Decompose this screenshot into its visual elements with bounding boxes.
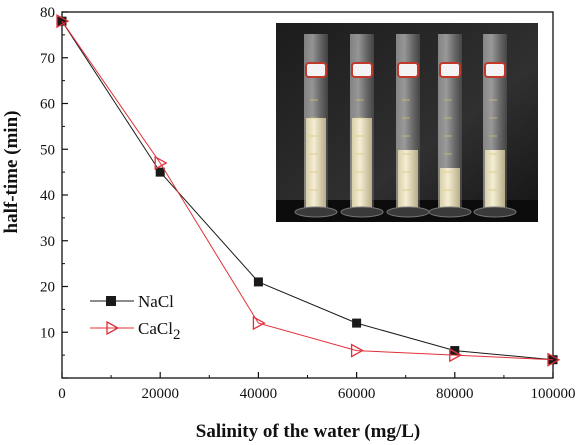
data-point-cacl2: [350, 343, 364, 358]
legend-marker-cacl2: [106, 320, 120, 336]
cylinder-base: [428, 206, 472, 218]
x-tick-label: 20000: [141, 386, 179, 402]
cylinder-label-tag: [351, 62, 373, 78]
x-tick-label: 100000: [531, 386, 576, 402]
cylinder-label-tag: [439, 62, 461, 78]
y-tick-label: 20: [40, 280, 55, 296]
series-line-nacl: [61, 20, 554, 361]
legend: NaCl CaCl2: [90, 292, 180, 343]
data-point-nacl: [352, 318, 362, 328]
series-line-cacl2: [61, 20, 554, 361]
cylinder-foam: [440, 168, 460, 210]
y-tick-label: 80: [40, 5, 55, 21]
cylinder-label-tag: [484, 62, 506, 78]
cylinder-label-tag: [397, 62, 419, 78]
cylinder-base: [340, 206, 384, 218]
cylinder-foam: [306, 118, 326, 210]
cylinder-label-tag: [305, 62, 327, 78]
inset-cylinder: [294, 34, 338, 218]
y-tick-label: 30: [40, 234, 55, 250]
inset-photo: [276, 23, 538, 222]
cylinder-base: [473, 206, 517, 218]
data-point-cacl2: [547, 352, 561, 367]
y-tick-label: 50: [40, 142, 55, 158]
cylinder-base: [386, 206, 430, 218]
inset-cylinder: [428, 34, 472, 218]
y-tick-label: 60: [40, 97, 55, 113]
x-tick-label: 60000: [338, 386, 376, 402]
data-point-nacl: [57, 16, 67, 26]
y-tick-label: 40: [40, 188, 55, 204]
legend-label-cacl2-base: CaCl: [138, 319, 173, 338]
cylinder-foam: [485, 150, 505, 210]
x-axis-title: Salinity of the water (mg/L): [196, 421, 420, 442]
inset-cylinder: [386, 34, 430, 218]
inset-cylinder: [340, 34, 384, 218]
legend-label-nacl: NaCl: [138, 292, 174, 311]
y-axis-title: half-time (min): [1, 111, 22, 234]
legend-marker-nacl: [106, 296, 116, 306]
cylinder-base: [294, 206, 338, 218]
y-tick-label: 10: [40, 325, 55, 341]
cylinder-foam: [398, 150, 418, 210]
data-point-nacl: [155, 167, 165, 177]
inset-cylinder: [473, 34, 517, 218]
data-point-nacl: [450, 346, 460, 356]
data-point-cacl2: [252, 316, 266, 331]
y-tick-label: 70: [40, 51, 55, 67]
x-tick-label: 40000: [240, 386, 278, 402]
data-point-cacl2: [56, 14, 70, 29]
data-point-cacl2: [154, 155, 168, 171]
legend-label-cacl2-subscript: 2: [173, 327, 181, 343]
data-point-nacl: [253, 277, 263, 287]
data-point-cacl2: [449, 348, 463, 363]
x-tick-label: 0: [58, 386, 66, 402]
cylinder-foam: [352, 118, 372, 210]
series-layer: [56, 14, 561, 367]
x-tick-label: 80000: [436, 386, 474, 402]
legend-label-cacl2: CaCl2: [138, 319, 180, 343]
axes: 0 20000 40000 60000 80000 100000 10 20 30 40 50 60 7…: [40, 5, 576, 402]
